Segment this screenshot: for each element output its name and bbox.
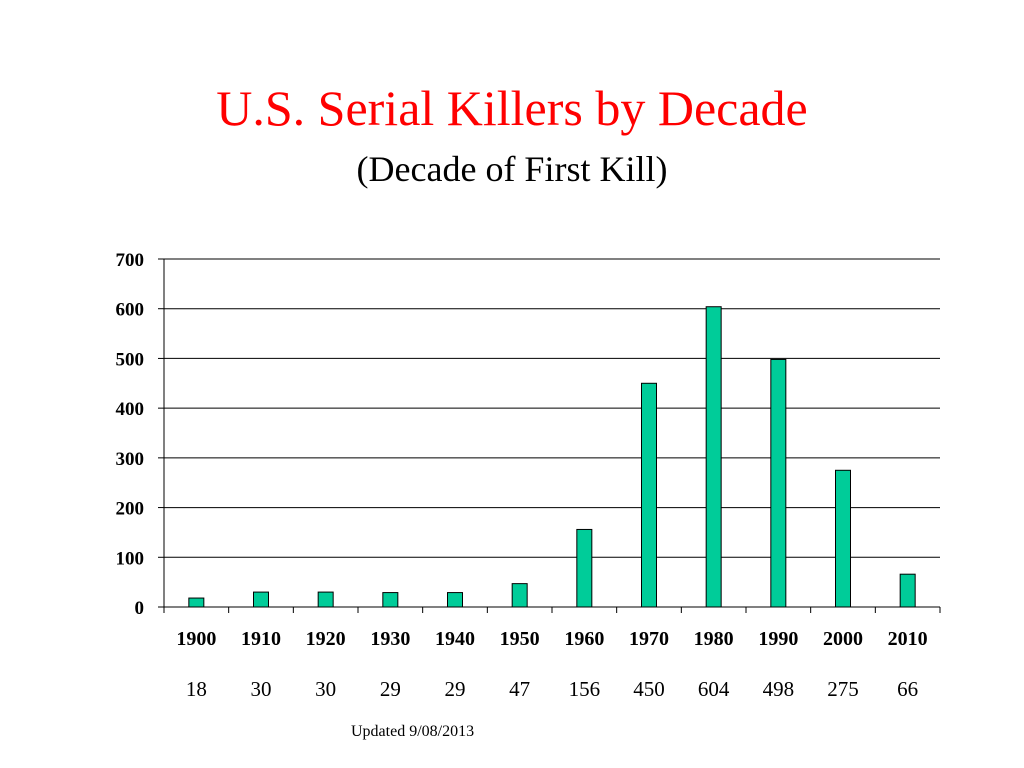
x-tick-label-1940: 1940 bbox=[435, 628, 475, 650]
bar-2000 bbox=[835, 469, 851, 608]
x-tick-label-1950: 1950 bbox=[500, 628, 540, 650]
updated-footer: Updated 9/08/2013 bbox=[351, 723, 475, 740]
x-tick-label-1900: 1900 bbox=[176, 628, 216, 650]
x-tick-label-1990: 1990 bbox=[758, 628, 798, 650]
bar-1910 bbox=[253, 591, 269, 608]
x-tick-label-1920: 1920 bbox=[306, 628, 346, 650]
y-tick-label-200: 200 bbox=[116, 499, 145, 520]
x-tick-label-1980: 1980 bbox=[694, 628, 734, 650]
bar-1900 bbox=[188, 597, 205, 608]
data-label-1900: 18 bbox=[186, 677, 207, 701]
bar-1970 bbox=[641, 382, 657, 608]
data-label-1970: 450 bbox=[633, 677, 665, 701]
x-tick-label-1910: 1910 bbox=[241, 628, 281, 650]
bar-1930 bbox=[382, 592, 399, 608]
y-tick-label-300: 300 bbox=[116, 449, 145, 470]
data-label-1920: 30 bbox=[315, 677, 336, 701]
bar-1960 bbox=[576, 528, 593, 608]
x-tick-label-2010: 2010 bbox=[888, 628, 928, 650]
data-label-1940: 29 bbox=[445, 677, 466, 701]
data-label-2000: 275 bbox=[827, 677, 859, 701]
bar-1980 bbox=[705, 306, 722, 608]
x-tick-label-1960: 1960 bbox=[564, 628, 604, 650]
y-tick-label-0: 0 bbox=[135, 598, 145, 619]
data-label-1950: 47 bbox=[509, 677, 530, 701]
bar-1940 bbox=[447, 592, 463, 608]
x-tick-label-1930: 1930 bbox=[370, 628, 410, 650]
y-tick-label-100: 100 bbox=[116, 548, 145, 569]
x-tick-label-1970: 1970 bbox=[629, 628, 669, 650]
y-tick-label-500: 500 bbox=[116, 349, 145, 370]
y-tick-label-700: 700 bbox=[116, 250, 145, 271]
data-label-1960: 156 bbox=[569, 677, 601, 701]
bar-1950 bbox=[511, 583, 528, 608]
data-label-1980: 604 bbox=[698, 677, 730, 701]
y-tick-label-600: 600 bbox=[116, 300, 145, 321]
data-label-2010: 66 bbox=[897, 677, 918, 701]
bar-1920 bbox=[317, 591, 334, 608]
slide-subtitle: (Decade of First Kill) bbox=[356, 149, 668, 189]
bar-1990 bbox=[770, 358, 787, 608]
data-label-1910: 30 bbox=[251, 677, 272, 701]
x-tick-label-2000: 2000 bbox=[823, 628, 863, 650]
y-tick-label-400: 400 bbox=[116, 399, 145, 420]
bar-2010 bbox=[899, 573, 916, 608]
data-label-1990: 498 bbox=[763, 677, 795, 701]
slide-title: U.S. Serial Killers by Decade bbox=[216, 80, 808, 136]
data-label-1930: 29 bbox=[380, 677, 401, 701]
